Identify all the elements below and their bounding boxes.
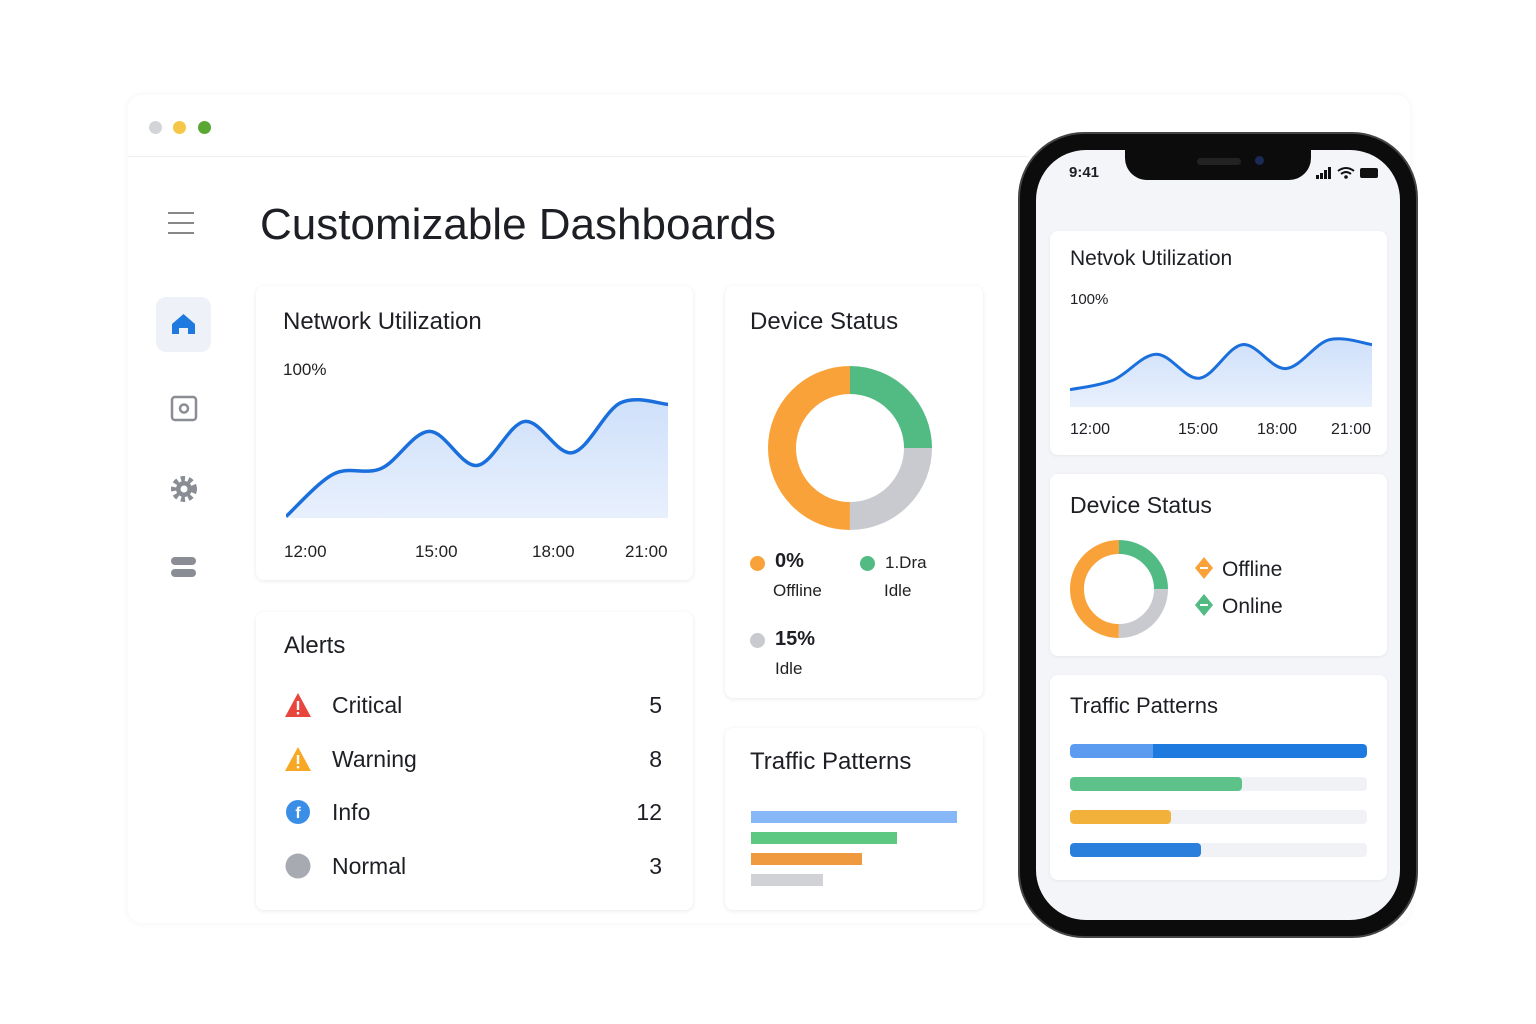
card-title: Alerts [284,632,346,659]
legend-label: Offline [773,581,822,600]
phone-notch [1125,148,1311,180]
traffic-bar [1070,843,1201,857]
card-title: Network Utilization [283,308,482,335]
x-label: 15:00 [1178,421,1219,438]
x-label: 18:00 [1257,421,1298,438]
alert-count: 3 [649,852,662,879]
legend-dot-idle [750,633,765,648]
page-title: Customizable Dashboards [260,200,777,249]
legend-dot-online [860,556,875,571]
traffic-track [1070,843,1367,857]
traffic-track [1070,810,1367,824]
normal-circle-icon [284,852,312,880]
phone-device-donut [1070,540,1168,638]
card-title: Device Status [750,308,899,335]
alert-count: 8 [649,745,662,772]
alert-row-warning[interactable]: Warning 8 [284,744,662,774]
traffic-bar [1070,810,1171,824]
titlebar-divider [128,156,1028,157]
network-utilization-card: Network Utilization 100% 12:00 15:00 18:… [256,286,693,580]
alert-count: 5 [649,691,662,718]
x-label: 12:00 [284,542,327,561]
traffic-bars [751,811,957,895]
alert-label: Normal [332,852,407,879]
wifi-icon [1337,167,1355,179]
traffic-bar [751,832,898,844]
y-max-label: 100% [1070,291,1109,308]
card-title: Traffic Patterns [750,748,912,775]
legend-label: Idle [884,581,912,600]
utilization-line [1070,337,1372,392]
phone-network-card: Netvok Utilization 100% 12:00 15:00 18:0… [1050,231,1387,455]
critical-triangle-icon [284,691,312,719]
svg-text:f: f [295,805,301,822]
menu-icon[interactable] [168,212,194,234]
traffic-bar [1070,777,1243,791]
legend-dot-offline [750,556,765,571]
x-label: 18:00 [532,542,575,561]
x-label: 21:00 [625,542,668,561]
device-status-card: Device Status 0% Offline 1.Dra Idle 15% … [725,286,983,698]
traffic-bar [751,874,824,886]
legend-value: 1.Dra [885,553,927,572]
phone-device-card: Device Status Offline Online [1050,474,1387,656]
card-title: Traffic Patterns [1070,693,1218,718]
legend-label: Idle [775,659,803,678]
legend-value: 0% [775,550,804,572]
signal-icon [1316,167,1331,179]
legend-label: Online [1222,595,1283,618]
sidebar-item-database-icon[interactable] [171,557,196,577]
alert-label: Info [332,798,371,825]
alert-row-normal[interactable]: Normal 3 [284,851,662,881]
y-max-label: 100% [283,360,327,379]
traffic-track [1070,777,1367,791]
sidebar-item-gear-icon[interactable] [170,475,198,503]
legend-value: 15% [775,628,816,650]
donut-segment-offline [768,366,932,530]
x-label: 12:00 [1070,421,1111,438]
area-fill [1070,338,1372,407]
info-icon: f [284,798,312,826]
alert-row-info[interactable]: f Info 12 [284,797,662,827]
alerts-card: Alerts Critical 5 Warning 8 f Info 12 Norma… [256,612,693,910]
warning-triangle-icon [284,745,312,773]
traffic-bar [751,811,957,823]
device-donut-chart [768,366,932,530]
card-title: Netvok Utilization [1070,247,1233,270]
online-diamond-icon [1195,594,1213,616]
sidebar-item-home[interactable] [156,297,211,352]
phone-traffic-card: Traffic Patterns [1050,675,1387,880]
battery-icon [1360,168,1378,178]
traffic-bar [1070,744,1367,758]
sidebar-item-panel-settings[interactable] [170,395,198,423]
network-line-chart [286,398,668,518]
status-time: 9:41 [1069,164,1100,181]
donut-segment-offline [1070,540,1168,638]
home-icon [172,314,195,334]
alert-label: Critical [332,691,403,718]
donut-segment-idle [768,366,932,530]
traffic-bar [751,853,863,865]
donut-segment-idle [1070,540,1168,638]
offline-diamond-icon [1195,557,1213,579]
status-icons [1316,167,1378,179]
alert-label: Warning [332,745,417,772]
legend-label: Offline [1222,558,1283,581]
alert-count: 12 [636,798,662,825]
x-label: 21:00 [1331,421,1372,438]
x-label: 15:00 [415,542,458,561]
card-title: Device Status [1070,492,1212,518]
traffic-track [1070,744,1367,758]
area-fill [286,399,668,518]
window-minimize-button[interactable] [173,121,186,134]
phone-network-line-chart [1070,337,1372,407]
alert-row-critical[interactable]: Critical 5 [284,690,662,720]
window-close-button[interactable] [149,121,162,134]
traffic-patterns-card: Traffic Patterns [725,728,983,910]
window-maximize-button[interactable] [198,121,211,134]
utilization-line [286,398,668,518]
